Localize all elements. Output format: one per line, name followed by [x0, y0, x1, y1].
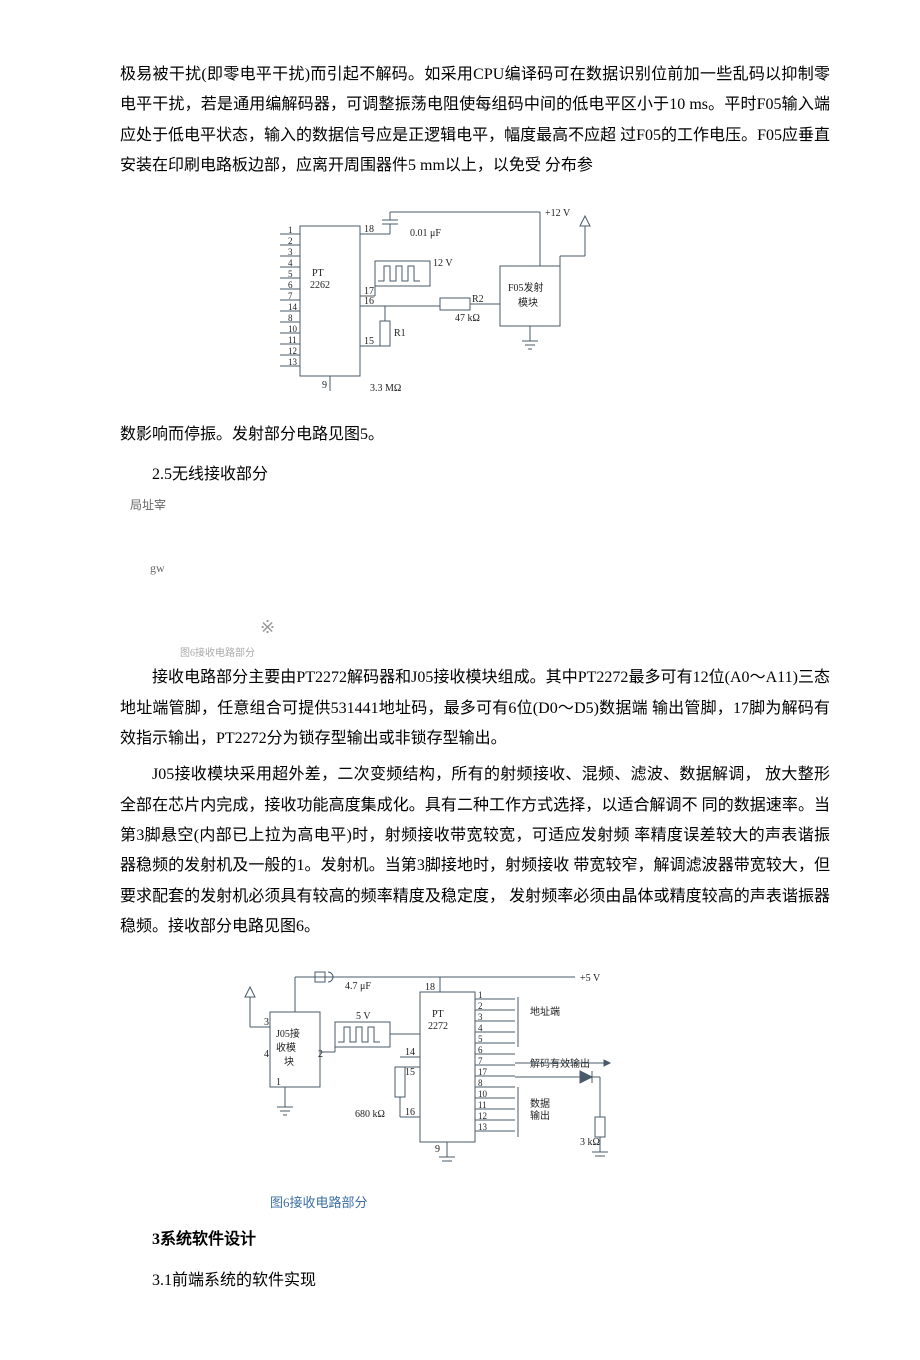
pin-15-label: 15 — [364, 336, 374, 347]
svg-text:13: 13 — [478, 1122, 488, 1132]
data-label-2: 输出 — [530, 1109, 550, 1122]
svg-text:12: 12 — [478, 1111, 487, 1121]
chip-label-1: PT — [312, 268, 324, 279]
pin-1-label: 1 — [276, 1077, 281, 1088]
pin-18-label: 18 — [364, 224, 374, 235]
pin-14-label: 14 — [405, 1047, 415, 1058]
figure-5-svg: 123456714810111213 18 0.01 μF +12 V 12 V… — [240, 206, 600, 396]
pin-18-label: 18 — [425, 982, 435, 993]
j05-label-1: J05接 — [276, 1027, 300, 1040]
v12-top-label: +12 V — [545, 208, 571, 219]
svg-text:2: 2 — [288, 236, 293, 246]
chip-label-2: 2272 — [428, 1021, 448, 1032]
j05-label-3: 块 — [284, 1056, 294, 1068]
svg-text:5: 5 — [288, 269, 293, 279]
section-2-5: 2.5无线接收部分 — [120, 460, 830, 490]
svg-text:2: 2 — [478, 1001, 483, 1011]
paragraph-4: J05接收模块采用超外差，二次变频结构，所有的射频接收、混频、滤波、数据解调， … — [120, 760, 830, 942]
section-3: 3系统软件设计 — [120, 1225, 830, 1255]
misc-text-4: 图6接收电路部分 — [180, 644, 830, 663]
svg-text:7: 7 — [288, 291, 293, 301]
r1-val-label: 3.3 MΩ — [370, 383, 401, 394]
chip-label-1: PT — [432, 1009, 444, 1020]
svg-text:14: 14 — [288, 302, 298, 312]
pin-4-label: 4 — [264, 1049, 269, 1060]
svg-text:5: 5 — [478, 1034, 483, 1044]
r3k-label: 3 kΩ — [580, 1137, 600, 1148]
figure-6: J05接 收模 块 3 4 1 2 +5 V 4.7 μF 5 V PT 227… — [240, 967, 830, 1167]
svg-text:1: 1 — [478, 990, 483, 1000]
svg-text:4: 4 — [288, 258, 293, 268]
figure-6-caption: 图6接收电路部分 — [270, 1191, 830, 1216]
chip-label-2: 2262 — [310, 280, 330, 291]
r2-val-label: 47 kΩ — [455, 313, 480, 324]
svg-text:10: 10 — [288, 324, 298, 334]
cap-label: 4.7 μF — [345, 981, 371, 992]
paragraph-2: 数影响而停振。发射部分电路见图5。 — [120, 420, 830, 450]
svg-text:3: 3 — [478, 1012, 483, 1022]
misc-text-3: ※ — [260, 610, 830, 644]
pin-9-label: 9 — [322, 380, 327, 391]
misc-text-2: gw — [150, 557, 830, 580]
r1-label: R1 — [394, 328, 406, 339]
v5-mid-label: 5 V — [356, 1011, 371, 1022]
addr-label: 地址端 — [530, 1005, 560, 1018]
svg-text:11: 11 — [478, 1100, 487, 1110]
svg-text:8: 8 — [478, 1078, 483, 1088]
cap-label: 0.01 μF — [410, 228, 441, 239]
svg-text:4: 4 — [478, 1023, 483, 1033]
pin-16-label: 16 — [405, 1107, 415, 1118]
paragraph-1: 极易被干扰(即零电平干扰)而引起不解码。如采用CPU编译码可在数据识别位前加一些… — [120, 60, 830, 182]
j05-label-2: 收模 — [276, 1041, 296, 1054]
pin-15-label: 15 — [405, 1067, 415, 1078]
module-label-2: 模块 — [518, 297, 538, 309]
svg-text:1: 1 — [288, 225, 293, 235]
pin-3-label: 3 — [264, 1017, 269, 1028]
figure-6-svg: J05接 收模 块 3 4 1 2 +5 V 4.7 μF 5 V PT 227… — [240, 967, 640, 1167]
section-3-1: 3.1前端系统的软件实现 — [120, 1266, 830, 1296]
pin-2-label: 2 — [318, 1049, 323, 1060]
figure-5: 123456714810111213 18 0.01 μF +12 V 12 V… — [240, 206, 830, 396]
pin-16-label: 16 — [364, 296, 374, 307]
svg-text:11: 11 — [288, 335, 297, 345]
data-label-1: 数据 — [530, 1097, 550, 1110]
v5-top-label: +5 V — [580, 973, 601, 984]
svg-text:17: 17 — [478, 1067, 488, 1077]
module-label-1: F05发射 — [508, 281, 544, 294]
svg-text:7: 7 — [478, 1056, 483, 1066]
misc-text-1: 局址宰 — [130, 494, 830, 517]
v12-mid-label: 12 V — [433, 258, 453, 269]
paragraph-3: 接收电路部分主要由PT2272解码器和J05接收模块组成。其中PT2272最多可… — [120, 663, 830, 754]
svg-text:6: 6 — [478, 1045, 483, 1055]
svg-text:6: 6 — [288, 280, 293, 290]
r680-label: 680 kΩ — [355, 1109, 385, 1120]
r2-label: R2 — [472, 294, 484, 305]
svg-text:8: 8 — [288, 313, 293, 323]
pin-9-label: 9 — [435, 1144, 440, 1155]
svg-text:10: 10 — [478, 1089, 488, 1099]
svg-text:3: 3 — [288, 247, 293, 257]
svg-text:12: 12 — [288, 346, 297, 356]
svg-text:13: 13 — [288, 357, 298, 367]
